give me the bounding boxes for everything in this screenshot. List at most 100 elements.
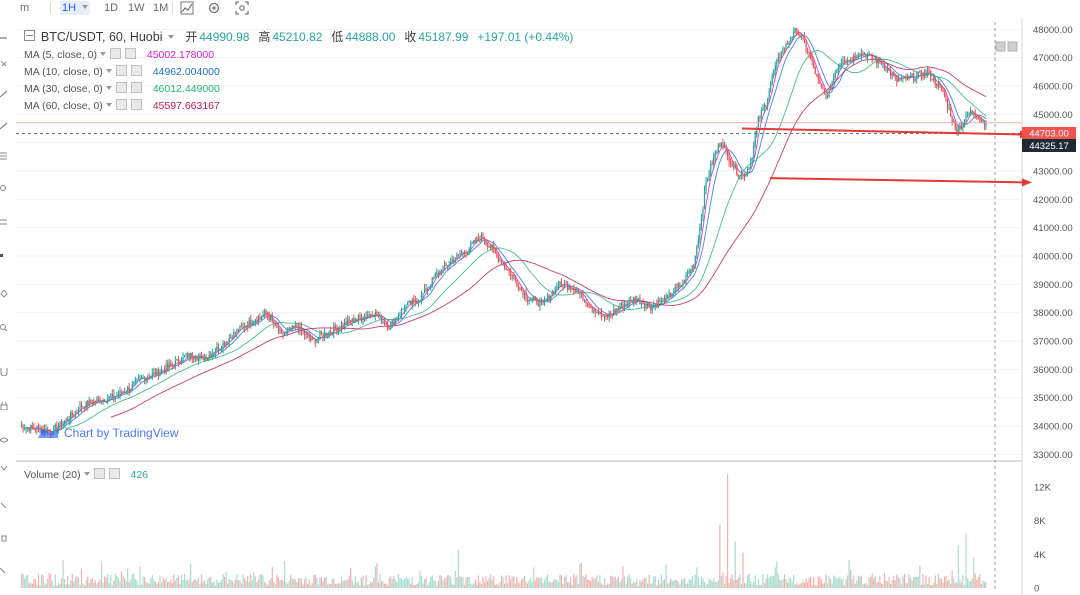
tradingview-watermark[interactable]: Chart by TradingView bbox=[36, 426, 179, 440]
volume-bar bbox=[193, 579, 195, 588]
volume-bar bbox=[259, 574, 261, 588]
candle-body bbox=[556, 287, 558, 289]
volume-axis[interactable]: 0 4K 8K 12K bbox=[1034, 482, 1052, 594]
chevron-down-icon[interactable] bbox=[105, 69, 112, 73]
volume-bar bbox=[425, 577, 427, 588]
ma-5-remove-button[interactable] bbox=[124, 48, 136, 59]
candle-body bbox=[737, 174, 739, 176]
price-axis[interactable]: 33000.00 34000.00 35000.00 36000.00 37000.00… bbox=[1033, 25, 1073, 461]
candle-body bbox=[974, 113, 976, 116]
candle-body bbox=[568, 288, 570, 290]
volume-bar bbox=[260, 573, 263, 588]
chart-style-icon[interactable] bbox=[179, 0, 195, 16]
candle-body bbox=[34, 429, 36, 431]
volume-bar bbox=[811, 585, 813, 588]
candle-body bbox=[210, 354, 212, 357]
volume-bar bbox=[247, 576, 249, 588]
candle-body bbox=[211, 353, 213, 357]
volume-settings-button[interactable] bbox=[93, 468, 105, 479]
volume-bar bbox=[40, 574, 43, 588]
candle-body bbox=[157, 369, 160, 376]
pitchfork-tool-icon[interactable] bbox=[0, 152, 8, 160]
candle-body bbox=[590, 306, 592, 308]
trash-tool-icon[interactable] bbox=[0, 534, 8, 542]
volume-bar bbox=[620, 579, 623, 588]
shape-tool-icon[interactable] bbox=[0, 290, 8, 298]
zoom-tool-icon[interactable] bbox=[0, 324, 8, 332]
trend-line-tool-icon[interactable] bbox=[0, 90, 8, 98]
candle-body bbox=[145, 377, 147, 381]
ma-60-settings-button[interactable] bbox=[115, 99, 127, 110]
volume-remove-button[interactable] bbox=[108, 468, 120, 479]
interval-1w[interactable]: 1W bbox=[128, 2, 145, 14]
volume-bar bbox=[936, 584, 938, 588]
remove-tool-icon[interactable] bbox=[0, 502, 8, 510]
volume-bar bbox=[268, 580, 270, 588]
magnet-tool-icon[interactable] bbox=[0, 368, 8, 376]
chevron-down-icon[interactable] bbox=[105, 103, 112, 107]
ma-30-remove-button[interactable] bbox=[130, 82, 142, 93]
volume-bar bbox=[310, 585, 312, 588]
legend-ma-5[interactable]: MA (5, close, 0) 45002.178000 bbox=[24, 48, 214, 62]
crosshair-tool-icon[interactable] bbox=[0, 60, 8, 68]
legend-ma-30[interactable]: MA (30, close, 0) 46012.449000 bbox=[24, 82, 220, 96]
chevron-down-icon[interactable] bbox=[105, 86, 112, 90]
volume-bar bbox=[156, 584, 158, 588]
scale-close-button[interactable] bbox=[1007, 41, 1018, 52]
candle-body bbox=[683, 279, 686, 282]
text-tool-icon[interactable] bbox=[0, 218, 8, 226]
ma-10-remove-button[interactable] bbox=[130, 65, 142, 76]
lock-tool-icon[interactable] bbox=[0, 402, 8, 410]
volume-bar bbox=[374, 566, 376, 588]
volume-bar bbox=[714, 581, 716, 588]
volume-bar bbox=[833, 575, 835, 588]
cursor-tool-icon[interactable] bbox=[0, 34, 8, 42]
volume-bar bbox=[313, 574, 315, 588]
fullscreen-icon[interactable] bbox=[234, 0, 250, 16]
candle-body bbox=[359, 315, 361, 318]
candle-body bbox=[431, 277, 433, 286]
settings-tool-icon[interactable] bbox=[0, 566, 8, 574]
interval-1d[interactable]: 1D bbox=[104, 2, 119, 14]
indicators-icon[interactable] bbox=[206, 0, 222, 16]
collapse-tool-icon[interactable] bbox=[0, 464, 8, 472]
volume-legend[interactable]: Volume (20) 426 bbox=[24, 468, 148, 481]
line-tool-icon[interactable] bbox=[0, 122, 8, 130]
candle-body bbox=[96, 398, 98, 402]
volume-bar bbox=[450, 576, 452, 588]
scale-settings-button[interactable] bbox=[995, 41, 1006, 52]
pattern-tool-icon[interactable] bbox=[0, 252, 8, 260]
ma-5-settings-button[interactable] bbox=[109, 48, 121, 59]
volume-bar bbox=[908, 574, 910, 588]
volume-bar bbox=[723, 583, 726, 588]
hide-tool-icon[interactable] bbox=[0, 436, 8, 444]
candle-body bbox=[427, 288, 429, 292]
legend-ma-10[interactable]: MA (10, close, 0) 44962.004000 bbox=[24, 65, 220, 79]
volume-bar bbox=[510, 579, 512, 588]
chevron-down-icon[interactable] bbox=[83, 472, 90, 476]
ma-30-settings-button[interactable] bbox=[115, 82, 127, 93]
candle-body bbox=[397, 316, 400, 319]
interval-minutes[interactable]: m bbox=[20, 2, 30, 14]
volume-bar bbox=[90, 579, 92, 588]
candle-body bbox=[31, 425, 33, 428]
candle-body bbox=[980, 119, 982, 122]
ma-10-settings-button[interactable] bbox=[115, 65, 127, 76]
interval-1h[interactable]: 1H bbox=[60, 1, 91, 15]
volume-bar bbox=[150, 578, 152, 588]
candle-body bbox=[497, 255, 499, 262]
volume-bar bbox=[594, 578, 596, 588]
chevron-down-icon[interactable] bbox=[168, 35, 175, 39]
ma-60-remove-button[interactable] bbox=[130, 99, 142, 110]
interval-1m[interactable]: 1M bbox=[153, 2, 169, 14]
brush-tool-icon[interactable] bbox=[0, 184, 8, 192]
volume-bar bbox=[722, 572, 724, 588]
chevron-down-icon[interactable] bbox=[99, 52, 106, 56]
candle-body bbox=[336, 328, 338, 331]
collapse-legend-icon[interactable] bbox=[24, 30, 35, 41]
legend-ma-60[interactable]: MA (60, close, 0) 45597.663167 bbox=[24, 99, 220, 113]
volume-bar bbox=[70, 580, 72, 588]
candle-body bbox=[180, 361, 183, 364]
symbol-title[interactable]: BTC/USDT, 60, Huobi bbox=[40, 30, 163, 44]
